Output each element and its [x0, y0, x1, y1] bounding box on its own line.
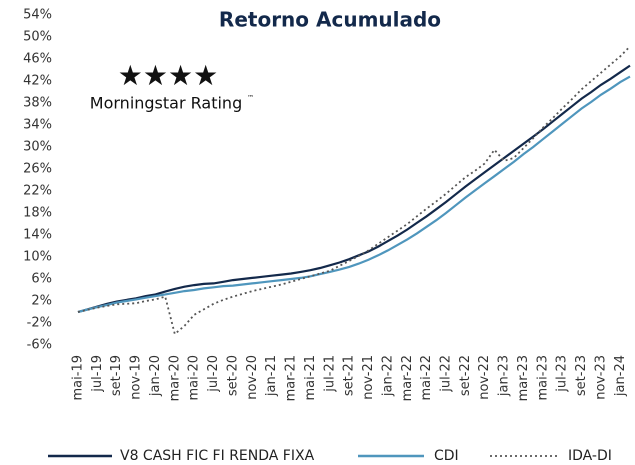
- y-tick-label: 10%: [23, 250, 52, 265]
- x-tick-label: set-21: [342, 355, 357, 396]
- y-tick-label: 2%: [31, 294, 52, 309]
- y-tick-label: 6%: [31, 272, 52, 287]
- legend-label: CDI: [434, 448, 459, 464]
- rating-tm: ™: [247, 94, 254, 102]
- x-tick-label: jan-24: [613, 355, 628, 397]
- x-tick-label: set-20: [225, 355, 240, 396]
- rating-label: Morningstar Rating: [90, 94, 242, 113]
- series-line: [77, 45, 631, 336]
- x-tick-label: mai-20: [187, 355, 202, 400]
- rating-stars: ★★★★: [118, 59, 218, 92]
- series-line: [77, 64, 631, 314]
- x-tick-label: jul-21: [322, 355, 337, 393]
- y-tick-label: -6%: [27, 338, 52, 353]
- series-line: [77, 75, 631, 314]
- x-tick-label: nov-22: [477, 355, 492, 400]
- x-tick-label: set-19: [109, 355, 124, 396]
- y-tick-label: 42%: [23, 74, 52, 89]
- x-tick-label: nov-21: [361, 355, 376, 400]
- y-tick-label: -2%: [27, 316, 52, 331]
- x-tick-label: jan-21: [264, 355, 279, 397]
- x-tick-label: jan-22: [380, 355, 395, 397]
- y-tick-label: 22%: [23, 184, 52, 199]
- x-tick-label: jan-20: [148, 355, 163, 397]
- y-tick-label: 30%: [23, 140, 52, 155]
- x-tick-label: nov-23: [593, 355, 608, 400]
- legend-label: IDA-DI: [568, 448, 612, 464]
- x-tick-label: mai-19: [71, 355, 86, 400]
- x-tick-label: jul-23: [555, 355, 570, 393]
- x-tick-label: mar-22: [400, 355, 415, 401]
- x-tick-label: nov-20: [245, 355, 260, 400]
- x-tick-label: jan-23: [497, 355, 512, 397]
- x-tick-label: mar-21: [284, 355, 299, 401]
- chart-title: Retorno Acumulado: [219, 8, 441, 32]
- y-tick-label: 26%: [23, 162, 52, 177]
- x-tick-label: mai-23: [535, 355, 550, 400]
- x-tick-label: set-22: [458, 355, 473, 396]
- legend-label: V8 CASH FIC FI RENDA FIXA: [120, 448, 315, 464]
- x-tick-label: nov-19: [129, 355, 144, 400]
- y-tick-label: 46%: [23, 52, 52, 67]
- x-tick-label: jul-20: [206, 355, 221, 393]
- x-tick-label: mar-23: [516, 355, 531, 401]
- y-tick-label: 14%: [23, 228, 52, 243]
- x-tick-label: mai-22: [419, 355, 434, 400]
- x-tick-label: mai-21: [303, 355, 318, 400]
- x-tick-label: set-23: [574, 355, 589, 396]
- y-tick-label: 34%: [23, 118, 52, 133]
- y-tick-label: 54%: [23, 8, 52, 23]
- y-tick-label: 38%: [23, 96, 52, 111]
- x-tick-label: jul-22: [439, 355, 454, 393]
- y-tick-label: 50%: [23, 30, 52, 45]
- x-tick-label: mar-20: [167, 355, 182, 401]
- y-tick-label: 18%: [23, 206, 52, 221]
- x-tick-label: jul-19: [90, 355, 105, 393]
